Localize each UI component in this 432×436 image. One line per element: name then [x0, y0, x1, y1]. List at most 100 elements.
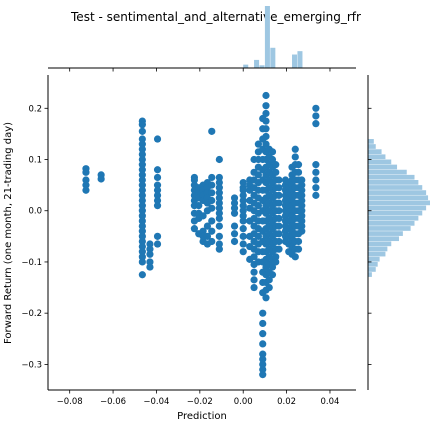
right-hist-bar: [368, 256, 380, 262]
right-hist-bar: [368, 144, 376, 149]
scatter-point: [254, 232, 262, 240]
scatter-point: [215, 222, 223, 230]
scatter-point: [230, 199, 239, 207]
scatter-point: [259, 371, 267, 379]
scatter-point: [82, 186, 90, 194]
scatter-point: [146, 250, 154, 258]
x-axis-label: Prediction: [177, 411, 227, 422]
scatter-point: [153, 186, 162, 194]
scatter-point: [239, 178, 247, 187]
scatter-point: [239, 186, 247, 194]
right-hist-bar: [368, 174, 415, 180]
scatter-point: [259, 360, 267, 368]
right-hist-bar: [368, 149, 382, 154]
scatter-point: [138, 135, 146, 143]
scatter-point: [262, 102, 270, 110]
top-hist-bar: [243, 64, 249, 68]
y-tick-label: −0.2: [21, 309, 42, 319]
scatter-point: [215, 245, 223, 253]
top-hist-bar: [264, 6, 270, 68]
scatter-point: [275, 184, 283, 192]
scatter-point: [138, 176, 146, 184]
scatter-point: [138, 212, 146, 220]
scatter-point: [138, 258, 146, 266]
scatter-point: [312, 112, 320, 120]
scatter-point: [199, 227, 207, 235]
scatter-point: [272, 161, 280, 169]
scatter-point: [259, 319, 267, 328]
scatter-point: [291, 145, 299, 153]
scatter-point: [215, 184, 223, 192]
scatter-point: [298, 186, 306, 194]
scatter-point: [298, 196, 306, 205]
right-hist-bar: [368, 272, 372, 277]
x-axis-ticks: −0.08 −0.06 −0.04 −0.02 0.00 0.02 0.04: [57, 68, 339, 407]
scatter-point: [138, 127, 146, 135]
x-tick-label: −0.02: [187, 397, 213, 407]
scatter-point: [138, 222, 146, 230]
scatter-point: [138, 150, 146, 158]
scatter-point: [146, 240, 154, 248]
right-hist-bar: [368, 246, 388, 252]
scatter-point: [272, 253, 280, 261]
scatter-point: [97, 175, 105, 183]
scatter-point: [262, 132, 270, 141]
marginal-x-histogram: [243, 6, 303, 68]
scatter-point: [153, 191, 162, 199]
scatter-point: [265, 276, 273, 284]
top-hist-bar: [292, 54, 298, 68]
right-hist-bar: [368, 226, 411, 231]
scatter-point: [208, 196, 216, 205]
scatter-point: [153, 202, 162, 210]
scatter-point: [298, 227, 306, 235]
right-hist-bar: [368, 185, 423, 190]
scatter-point: [215, 189, 223, 197]
scatter-point: [190, 176, 199, 184]
top-hist-bar: [297, 51, 303, 68]
scatter-point: [208, 127, 216, 135]
right-hist-bar: [368, 261, 378, 267]
scatter-point: [272, 168, 280, 176]
scatter-point: [298, 217, 306, 225]
scatter-point: [254, 140, 262, 148]
right-hist-bar: [368, 241, 392, 247]
right-hist-bar: [368, 231, 403, 236]
scatter-point: [215, 204, 223, 212]
scatter-point: [230, 209, 239, 217]
x-tick-label: 0.00: [234, 397, 253, 407]
scatter-point: [138, 140, 146, 148]
right-hist-bar: [368, 215, 419, 221]
scatter-point: [138, 145, 146, 153]
scatter-point: [275, 214, 283, 223]
right-hist-bar: [368, 154, 386, 160]
scatter-point: [275, 245, 283, 253]
y-tick-label: −0.1: [21, 258, 42, 268]
scatter-point: [265, 283, 273, 292]
scatter-point: [262, 109, 270, 118]
scatter-point: [138, 155, 146, 164]
scatter-point: [268, 271, 277, 279]
scatter-point: [153, 240, 162, 248]
right-hist-bar: [368, 169, 407, 175]
right-hist-bar: [368, 195, 429, 201]
y-tick-label: 0.1: [28, 156, 42, 166]
scatter-point: [138, 166, 146, 174]
scatter-point: [153, 135, 162, 143]
scatter-point: [215, 199, 223, 207]
top-hist-bar: [259, 65, 265, 68]
scatter-point: [138, 242, 146, 251]
scatter-point: [153, 181, 162, 189]
scatter-point: [268, 263, 277, 271]
scatter-point: [138, 227, 146, 235]
scatter-point: [138, 181, 146, 189]
scatter-point: [138, 207, 146, 215]
scatter-point: [230, 230, 239, 238]
scatter-point: [275, 237, 283, 246]
scatter-point: [291, 253, 299, 261]
scatter-point: [312, 104, 320, 112]
scatter-point: [208, 173, 216, 182]
x-tick-label: −0.06: [100, 397, 126, 407]
scatter-points: [82, 91, 320, 379]
